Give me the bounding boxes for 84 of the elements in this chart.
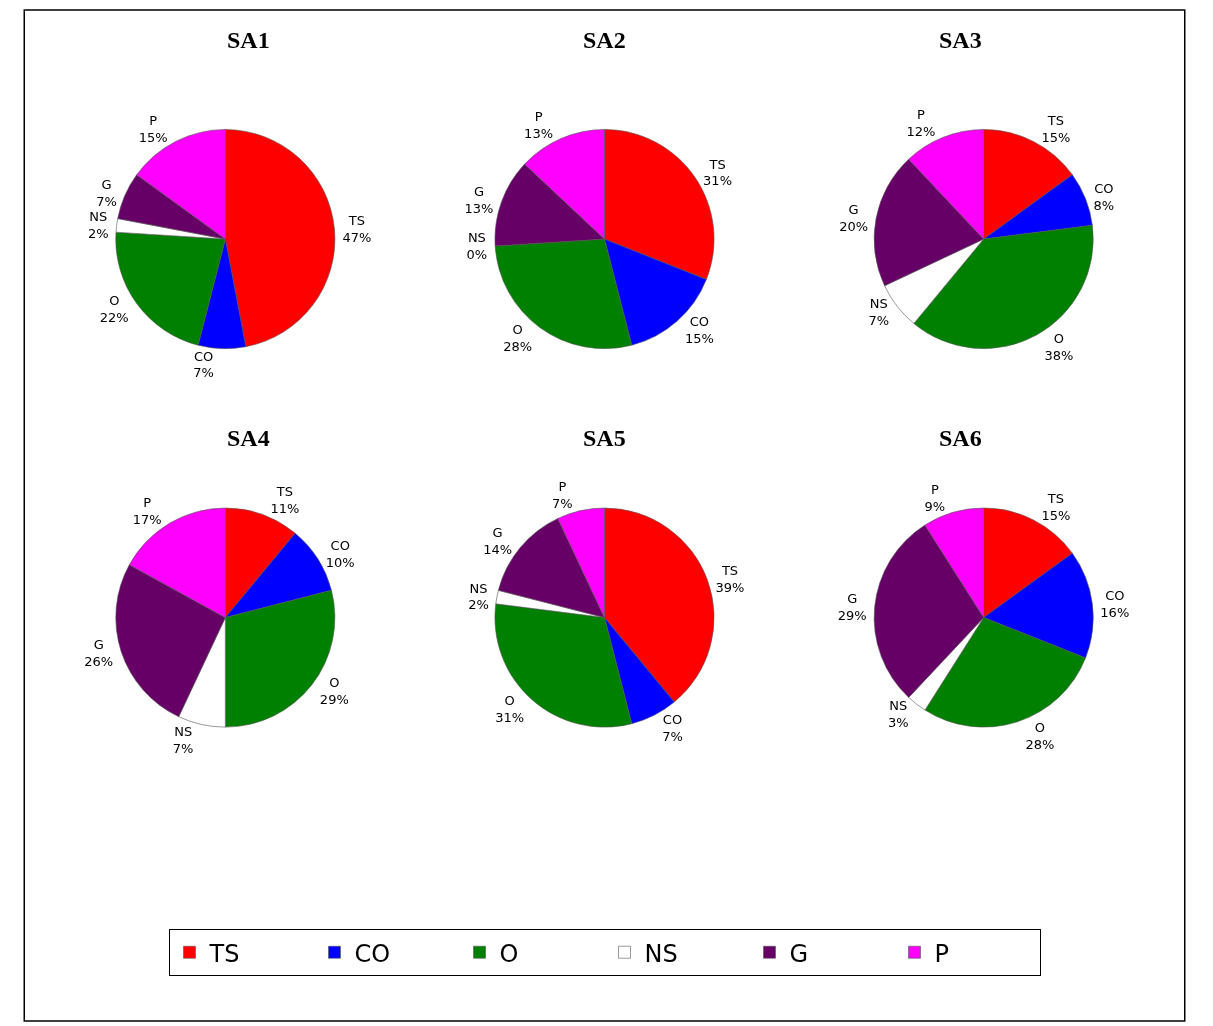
data-label: 22% (99, 309, 129, 325)
slice-label: P (916, 107, 925, 123)
chart-title: SA6 (939, 425, 982, 451)
data-label: 2% (468, 597, 489, 613)
data-label: 39% (715, 579, 745, 595)
slice-label: G (473, 184, 485, 200)
data-label: 9% (924, 498, 946, 514)
data-label: 13% (464, 201, 494, 217)
legend-label: O (499, 939, 519, 968)
data-label: 38% (1044, 348, 1074, 364)
data-label: 28% (1025, 737, 1055, 753)
data-label: 15% (684, 331, 714, 347)
legend-label: CO (354, 939, 391, 968)
slice-label: O (512, 322, 523, 338)
category-label: NS (467, 230, 486, 246)
data-label: 15% (1041, 508, 1071, 524)
data-label: 31% (495, 709, 525, 725)
chart-title: SA5 (583, 425, 626, 451)
slice-label: NS (469, 580, 488, 596)
data-label: 13% (524, 126, 554, 142)
data-label: 7% (662, 728, 683, 744)
slice-label: G (847, 591, 858, 607)
data-label: 7% (868, 313, 890, 329)
data-label: 47% (342, 229, 372, 245)
slice-label: P (149, 112, 158, 128)
slice-label: CO (1105, 587, 1125, 603)
slice-label: G (101, 177, 112, 193)
chart-title: SA2 (583, 27, 626, 53)
text: 0% (466, 246, 488, 262)
slice-label: TS (1046, 491, 1064, 507)
data-label: 8% (1093, 197, 1115, 213)
data-label: 29% (319, 691, 349, 707)
slice-label: NS (869, 296, 888, 312)
slice-label: TS (708, 156, 726, 172)
data-label: 7% (552, 496, 573, 512)
slice-label: CO (1094, 180, 1114, 196)
slice-label: CO (689, 314, 710, 330)
legend-label: NS (644, 939, 678, 968)
data-label: 14% (483, 542, 513, 558)
data-label: 20% (839, 218, 869, 234)
data-label: 15% (138, 129, 168, 145)
legend-label: P (934, 939, 949, 968)
data-label: 28% (503, 339, 533, 355)
data-label: 11% (270, 501, 300, 517)
legend-label: G (789, 939, 809, 968)
data-label: 26% (84, 653, 114, 669)
data-label: 10% (325, 555, 355, 571)
slice-label: CO (193, 348, 214, 364)
data-label: 16% (1100, 604, 1130, 620)
slice-label: O (329, 674, 340, 690)
slice-label: O (1034, 720, 1046, 736)
slice-label: TS (347, 212, 365, 228)
slice-label: NS (174, 723, 193, 739)
slice-label: CO (662, 711, 683, 727)
data-label: 31% (703, 173, 732, 189)
data-label: 29% (837, 608, 867, 624)
data-label: 12% (906, 124, 936, 140)
slice-label: O (504, 692, 515, 708)
slice-label: CO (330, 538, 350, 554)
data-label: 3% (887, 715, 909, 731)
slice-label: G (492, 525, 503, 541)
slice-label: TS (275, 484, 293, 500)
slice-label: TS (720, 562, 739, 578)
chart-title: SA4 (227, 425, 270, 451)
data-label: 7% (193, 365, 214, 381)
slice-label: P (930, 481, 939, 497)
data-label: 17% (132, 512, 162, 528)
chart-title: SA3 (939, 27, 982, 53)
slice-label: NS (889, 698, 908, 714)
slice-label: O (109, 293, 120, 309)
slice-label: P (143, 495, 152, 511)
legend-label: TS (208, 939, 240, 968)
slice-label: G (848, 202, 859, 218)
data-label: 7% (96, 194, 117, 209)
data-label: 2% (88, 226, 109, 242)
slice-label: O (1053, 331, 1064, 347)
data-label: 15% (1041, 129, 1071, 145)
slice-label: NS (89, 209, 108, 225)
slice-label: P (534, 109, 543, 125)
data-label: 7% (172, 740, 194, 756)
chart-title: SA1 (227, 27, 270, 53)
slice-label: TS (1046, 112, 1064, 128)
slice-label: G (93, 636, 104, 652)
slice-label: P (558, 479, 567, 495)
